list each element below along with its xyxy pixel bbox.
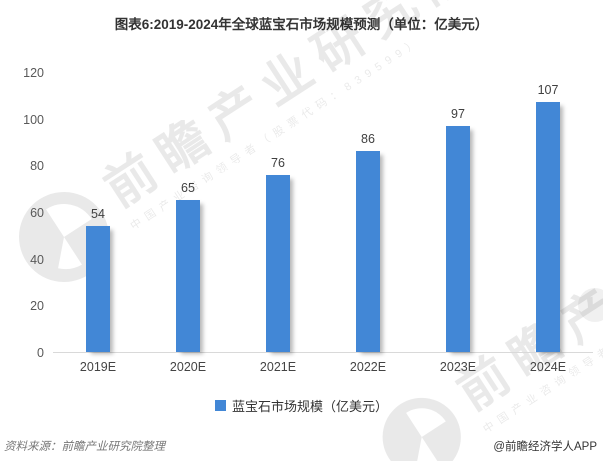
bar-value-label: 97	[451, 106, 465, 121]
x-tick-label: 2022E	[349, 360, 387, 374]
bar-group: 65	[143, 72, 233, 352]
credit-note: @前瞻经济学人APP	[493, 441, 597, 453]
x-tick-label: 2021E	[259, 360, 297, 374]
y-axis: 0 20 40 60 80 100 120	[6, 66, 48, 360]
bar-group: 107	[503, 72, 593, 352]
y-tick-label: 100	[23, 112, 44, 127]
bar-2024E	[536, 102, 560, 352]
chart-title: 图表6:2019-2024年全球蓝宝石市场规模预测（单位：亿美元）	[114, 17, 489, 32]
bar-2022E	[356, 151, 380, 352]
y-tick-label: 0	[37, 346, 44, 360]
bars-row: 54 65 76 86 97 107	[53, 72, 593, 352]
y-tick-label: 120	[23, 66, 44, 80]
bar-value-label: 107	[537, 83, 559, 98]
bar-value-label: 65	[181, 181, 195, 196]
legend: 蓝宝石市场规模（亿美元）	[0, 396, 603, 415]
x-axis: 2019E 2020E 2021E 2022E 2023E 2024E	[53, 360, 593, 374]
y-tick-label: 40	[30, 252, 44, 267]
y-tick-label: 60	[30, 206, 44, 220]
bar-2020E	[176, 200, 200, 352]
bar-value-label: 86	[361, 132, 375, 147]
bar-group: 54	[53, 72, 143, 352]
x-tick-label: 2019E	[79, 360, 117, 374]
bar-value-label: 54	[91, 207, 105, 221]
bar-group: 86	[323, 72, 413, 352]
bar-value-label: 76	[271, 155, 285, 170]
bar-group: 76	[233, 72, 323, 352]
bar-group: 97	[413, 72, 503, 352]
brand-logo-icon	[382, 397, 461, 461]
source-note: 资料来源：前瞻产业研究院整理	[4, 441, 165, 453]
x-tick-label: 2024E	[529, 360, 567, 374]
bar-2023E	[446, 125, 470, 352]
legend-swatch-icon	[214, 400, 226, 411]
y-tick-label: 20	[30, 299, 44, 314]
x-tick-label: 2023E	[439, 360, 477, 374]
bar-2019E	[86, 226, 110, 352]
plot-area: 54 65 76 86 97 107	[53, 72, 593, 353]
legend-label: 蓝宝石市场规模（亿美元）	[231, 399, 388, 414]
bar-2021E	[266, 174, 290, 352]
y-tick-label: 80	[30, 159, 44, 174]
x-tick-label: 2020E	[169, 360, 207, 374]
